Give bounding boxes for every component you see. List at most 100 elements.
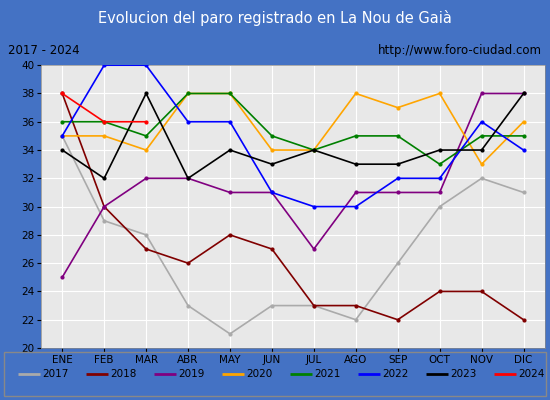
2018 [436, 289, 443, 294]
2022 [394, 176, 401, 181]
2021 [59, 119, 65, 124]
Text: 2019: 2019 [178, 369, 205, 379]
2020 [185, 91, 191, 96]
Line: 2022: 2022 [61, 64, 525, 208]
Text: 2020: 2020 [246, 369, 273, 379]
2020 [311, 148, 317, 152]
2019 [227, 190, 233, 195]
2018 [268, 247, 275, 252]
2019 [185, 176, 191, 181]
2021 [478, 134, 485, 138]
2017 [185, 303, 191, 308]
2022 [478, 119, 485, 124]
2018 [478, 289, 485, 294]
Text: 2022: 2022 [383, 369, 409, 379]
2023 [101, 176, 107, 181]
2023 [268, 162, 275, 166]
2024 [143, 119, 150, 124]
2021 [436, 162, 443, 166]
2023 [227, 148, 233, 152]
2022 [353, 204, 359, 209]
2022 [520, 148, 527, 152]
2022 [227, 119, 233, 124]
2020 [478, 162, 485, 166]
2023 [59, 148, 65, 152]
2018 [59, 91, 65, 96]
2021 [101, 119, 107, 124]
2023 [394, 162, 401, 166]
Text: Evolucion del paro registrado en La Nou de Gaià: Evolucion del paro registrado en La Nou … [98, 10, 452, 26]
2022 [185, 119, 191, 124]
2019 [268, 190, 275, 195]
2019 [394, 190, 401, 195]
2020 [436, 91, 443, 96]
2017 [227, 332, 233, 336]
2023 [311, 148, 317, 152]
2017 [353, 317, 359, 322]
2022 [101, 63, 107, 68]
2022 [59, 134, 65, 138]
Line: 2024: 2024 [61, 92, 147, 123]
2022 [311, 204, 317, 209]
2017 [268, 303, 275, 308]
2018 [311, 303, 317, 308]
2019 [353, 190, 359, 195]
2022 [436, 176, 443, 181]
2021 [185, 91, 191, 96]
Line: 2017: 2017 [61, 134, 525, 335]
2020 [143, 148, 150, 152]
2018 [143, 247, 150, 252]
2021 [353, 134, 359, 138]
Text: 2018: 2018 [111, 369, 136, 379]
Text: 2024: 2024 [519, 369, 545, 379]
Line: 2018: 2018 [61, 92, 525, 321]
2023 [478, 148, 485, 152]
2019 [311, 247, 317, 252]
2018 [520, 317, 527, 322]
2019 [478, 91, 485, 96]
2023 [143, 91, 150, 96]
2022 [143, 63, 150, 68]
2024 [59, 91, 65, 96]
2020 [268, 148, 275, 152]
Text: http://www.foro-ciudad.com: http://www.foro-ciudad.com [378, 44, 542, 57]
2017 [478, 176, 485, 181]
2021 [520, 134, 527, 138]
2021 [227, 91, 233, 96]
2018 [394, 317, 401, 322]
2021 [268, 134, 275, 138]
2020 [520, 119, 527, 124]
2021 [394, 134, 401, 138]
2020 [394, 105, 401, 110]
2017 [520, 190, 527, 195]
2020 [59, 134, 65, 138]
2017 [143, 232, 150, 237]
2019 [143, 176, 150, 181]
2017 [311, 303, 317, 308]
2020 [227, 91, 233, 96]
2018 [185, 261, 191, 266]
Line: 2019: 2019 [61, 92, 525, 279]
2024 [101, 119, 107, 124]
2017 [436, 204, 443, 209]
2018 [227, 232, 233, 237]
2022 [268, 190, 275, 195]
2019 [436, 190, 443, 195]
2019 [520, 91, 527, 96]
2021 [143, 134, 150, 138]
2017 [394, 261, 401, 266]
2023 [185, 176, 191, 181]
2017 [59, 134, 65, 138]
2019 [101, 204, 107, 209]
Text: 2017 - 2024: 2017 - 2024 [8, 44, 80, 57]
2023 [353, 162, 359, 166]
2018 [353, 303, 359, 308]
2019 [59, 275, 65, 280]
2023 [520, 91, 527, 96]
Text: 2017: 2017 [42, 369, 69, 379]
2017 [101, 218, 107, 223]
Line: 2021: 2021 [61, 92, 525, 166]
2021 [311, 148, 317, 152]
2020 [353, 91, 359, 96]
Text: 2021: 2021 [315, 369, 341, 379]
